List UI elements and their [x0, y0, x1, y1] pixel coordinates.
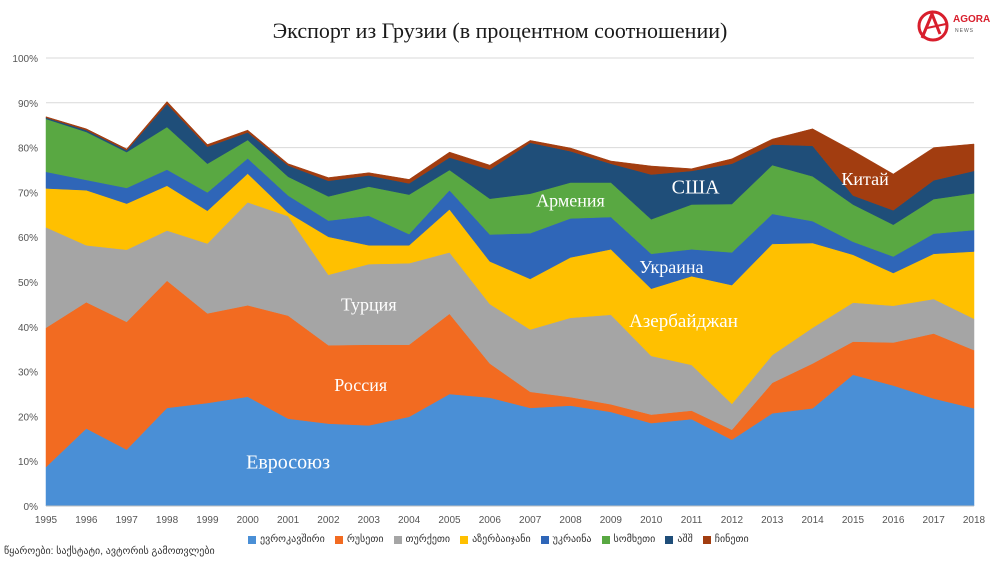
series-label-6: США: [672, 176, 721, 198]
series-label-0: Евросоюз: [246, 451, 330, 473]
y-tick-label: 100%: [12, 54, 38, 65]
legend-swatch: [601, 535, 610, 544]
legend-swatch: [540, 535, 549, 544]
x-tick-label: 2011: [681, 515, 703, 526]
chart-title: Экспорт из Грузии (в процентном соотноше…: [272, 18, 728, 43]
legend-item-7: ჩინეთი: [702, 534, 749, 545]
legend-label: აზერბაიჯანი: [472, 534, 531, 545]
logo-subtext: NEWS: [955, 28, 974, 34]
x-tick-label: 2014: [801, 515, 824, 526]
legend-item-0: ევროკავშირი: [248, 534, 325, 545]
y-tick-label: 30%: [18, 368, 38, 379]
legend-label: აშშ: [677, 534, 693, 545]
x-tick-label: 2005: [438, 515, 461, 526]
x-tick-label: 1998: [156, 515, 179, 526]
x-tick-label: 2000: [237, 515, 260, 526]
y-tick-label: 80%: [18, 144, 38, 155]
y-tick-label: 70%: [18, 188, 38, 199]
chart-areas: [45, 101, 975, 507]
y-axis: 0% 10% 20% 30% 40% 50% 60% 70% 80% 90% 100%: [12, 54, 38, 513]
legend-label: უკრაინა: [552, 534, 592, 545]
y-tick-label: 0%: [24, 502, 39, 513]
x-tick-label: 1996: [75, 515, 98, 526]
x-tick-label: 2010: [640, 515, 663, 526]
x-tick-label: 2016: [882, 515, 905, 526]
y-tick-label: 40%: [18, 323, 38, 334]
legend-label: სომხეთი: [613, 534, 656, 545]
x-axis: 1995 1996 1997 1998 1999 2000 2001 2002 2003 2004…: [35, 505, 986, 526]
legend-label: ჩინეთი: [714, 534, 749, 545]
x-tick-label: 2007: [519, 515, 542, 526]
x-tick-label: 2013: [761, 515, 784, 526]
legend-swatch: [393, 535, 402, 544]
series-label-4: Украина: [639, 257, 703, 277]
agora-logo-icon: [917, 10, 949, 42]
x-tick-label: 2008: [559, 515, 582, 526]
legend-swatch: [702, 535, 711, 544]
x-tick-label: 2018: [963, 515, 986, 526]
x-tick-label: 1999: [196, 515, 219, 526]
y-tick-label: 50%: [18, 278, 38, 289]
legend-swatch: [665, 535, 674, 544]
x-tick-label: 2006: [479, 515, 502, 526]
series-label-1: Россия: [334, 375, 387, 395]
y-tick-label: 90%: [18, 99, 38, 110]
x-tick-label: 1997: [116, 515, 139, 526]
legend-item-2: თურქეთი: [393, 534, 451, 545]
x-tick-label: 2004: [398, 515, 421, 526]
x-tick-label: 2003: [358, 515, 381, 526]
y-tick-label: 10%: [18, 457, 38, 468]
y-tick-label: 20%: [18, 412, 38, 423]
logo-text: AGORA: [953, 14, 991, 25]
legend-item-4: უკრაინა: [540, 534, 592, 545]
x-tick-label: 2001: [277, 515, 300, 526]
chart-legend: ევროკავშირი რუსეთი თურქეთი აზერბაიჯანი უკრაი…: [248, 534, 749, 545]
legend-swatch: [248, 535, 256, 544]
area-series-7: [45, 101, 975, 211]
x-tick-label: 1995: [35, 515, 58, 526]
x-tick-label: 2012: [721, 515, 744, 526]
legend-label: ევროკავშირი: [260, 534, 325, 545]
x-tick-label: 2015: [842, 515, 865, 526]
series-label-5: Армения: [536, 190, 605, 210]
legend-swatch: [334, 535, 343, 544]
series-labels: Евросоюз Россия Турция Азербайджан Украина Ар…: [246, 169, 889, 473]
source-note: წყაროები: საქსტატი, ავტორის გამოთვლები: [4, 546, 215, 557]
x-tick-label: 2017: [923, 515, 946, 526]
x-tick-label: 2009: [600, 515, 623, 526]
legend-item-6: აშშ: [665, 534, 693, 545]
y-tick-label: 60%: [18, 233, 38, 244]
legend-label: თურქეთი: [405, 534, 451, 545]
series-label-3: Азербайджан: [629, 311, 738, 332]
legend-label: რუსეთი: [346, 534, 384, 545]
x-tick-label: 2002: [317, 515, 340, 526]
legend-item-1: რუსეთი: [334, 534, 384, 545]
series-label-2: Турция: [341, 294, 397, 314]
legend-swatch: [460, 535, 469, 544]
legend-item-3: აზერბაიჯანი: [460, 534, 531, 545]
series-label-7: Китай: [841, 169, 889, 189]
legend-item-5: სომხეთი: [601, 534, 656, 545]
